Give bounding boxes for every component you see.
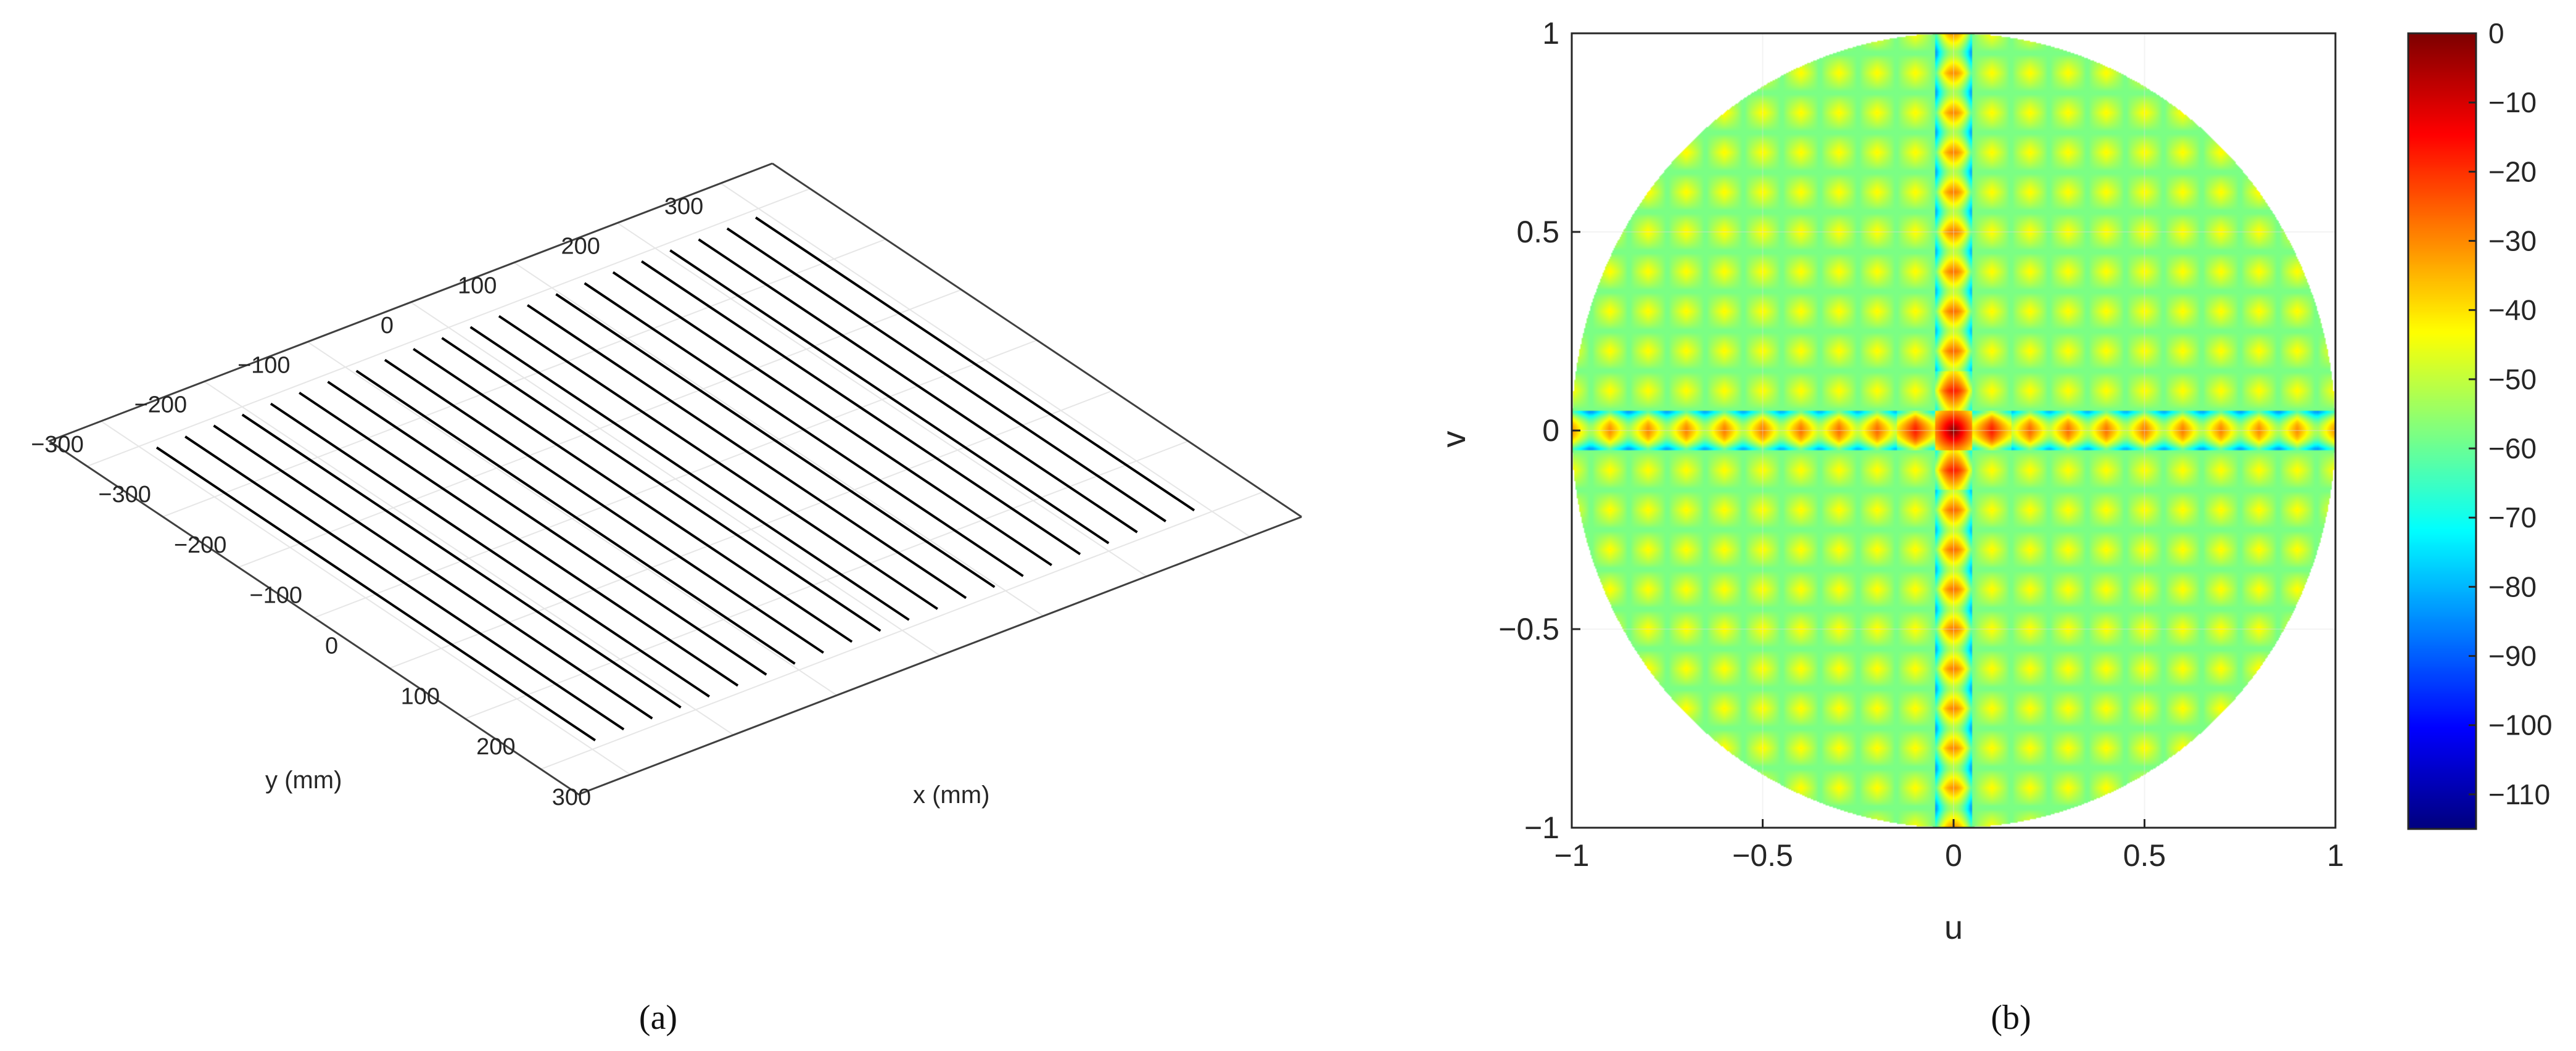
x-tick-label: 0	[325, 633, 338, 659]
colorbar-tick-label: −10	[2488, 86, 2537, 118]
element-line	[241, 413, 682, 709]
x-tick-label: 0	[1945, 838, 1962, 873]
x-tick-label: −300	[98, 482, 151, 508]
panel-b-heatmap-image	[1572, 33, 2335, 828]
colorbar-ticks: 0 −10 −20 −30 −40 −50 −60 −70 −80 −90 −100 −110	[2469, 17, 2553, 810]
element-line	[469, 326, 910, 621]
element-line	[441, 337, 881, 632]
grid-line-y	[513, 262, 1044, 617]
grid-line-y	[617, 222, 1147, 577]
x-tick-label: 0.5	[2123, 838, 2166, 873]
element-line	[299, 392, 739, 687]
grid-line-y	[204, 381, 734, 736]
panel-b-caption: (b)	[1991, 999, 2031, 1037]
panel-a-y-label: y (mm)	[265, 767, 342, 794]
element-line	[555, 293, 996, 588]
grid-line-y	[410, 302, 941, 656]
element-line	[698, 238, 1138, 534]
colorbar-tick-label: −40	[2488, 294, 2537, 326]
y-tick-label: 100	[458, 273, 497, 299]
panel-b-x-ticks: −1 −0.5 0 0.5 1	[1554, 819, 2344, 873]
element-line	[213, 424, 653, 720]
x-tick-label: −1	[1554, 838, 1589, 873]
y-tick-label: 200	[561, 233, 600, 259]
y-tick-label: −300	[31, 432, 84, 458]
panel-b-array-pattern: −1 −0.5 0 0.5 1 −1 −0.5 0 0.5 1 u v 0 −10 −20 −30 −4…	[1435, 16, 2553, 1037]
colorbar-tick-label: −70	[2488, 501, 2537, 534]
element-line	[498, 315, 938, 610]
y-tick-label: −100	[237, 352, 291, 378]
panel-a-y-ticks: −300 −200 −100 0 100 200 300	[31, 194, 703, 458]
colorbar-tick-label: −20	[2488, 155, 2537, 188]
element-line	[155, 446, 597, 741]
panel-a-element-lines	[155, 216, 1195, 741]
element-line	[726, 227, 1166, 522]
element-line	[355, 369, 796, 665]
y-tick-label: −0.5	[1498, 612, 1559, 646]
y-tick-label: 1	[1542, 16, 1559, 51]
x-tick-label: 300	[552, 785, 591, 810]
element-line	[669, 249, 1110, 545]
grid-line-y	[720, 183, 1250, 537]
panel-a-array-geometry: −300 −200 −100 0 100 200 300 −300 −200 −100 0 100 2…	[31, 162, 1302, 1037]
panel-b-x-label: u	[1944, 909, 1963, 946]
grid-line-y	[101, 421, 631, 775]
element-line	[612, 271, 1052, 566]
panel-a-plane-outline	[47, 162, 1302, 796]
colorbar-tick-label: −50	[2488, 363, 2537, 395]
x-tick-label: −0.5	[1732, 838, 1793, 873]
element-line	[327, 381, 767, 676]
y-tick-label: 0.5	[1516, 215, 1559, 249]
panel-b-y-ticks: −1 −0.5 0 0.5 1	[1498, 16, 1580, 845]
element-line	[641, 260, 1081, 556]
element-line	[527, 304, 967, 600]
x-tick-label: −200	[174, 532, 227, 558]
colorbar-tick-label: −80	[2488, 571, 2537, 603]
y-tick-label: −1	[1524, 810, 1559, 845]
y-tick-label: 0	[1542, 413, 1559, 448]
element-line	[384, 358, 824, 654]
panel-a-grid	[86, 183, 1265, 775]
colorbar-tick-label: 0	[2488, 17, 2504, 49]
element-line	[184, 435, 625, 731]
panel-a-caption: (a)	[639, 999, 677, 1037]
element-line	[270, 402, 710, 698]
panel-a-x-ticks: −300 −200 −100 0 100 200 300	[98, 482, 591, 810]
colorbar-frame	[2407, 32, 2477, 830]
colorbar-tick-label: −30	[2488, 225, 2537, 257]
x-tick-label: 200	[476, 734, 515, 760]
y-tick-label: −200	[134, 392, 188, 418]
colorbar-tick-label: −110	[2488, 778, 2550, 810]
colorbar-gradient	[2408, 33, 2476, 829]
colorbar-tick-label: −90	[2488, 640, 2537, 672]
colorbar-tick-label: −100	[2488, 709, 2553, 741]
panel-a-x-label: x (mm)	[913, 781, 989, 809]
element-line	[754, 216, 1195, 512]
y-tick-label: 0	[381, 313, 394, 339]
x-tick-label: −100	[249, 583, 302, 609]
axis-edges-front	[47, 162, 1302, 796]
y-tick-label: 300	[664, 194, 703, 220]
colorbar-tick-label: −60	[2488, 432, 2537, 464]
colorbar: 0 −10 −20 −30 −40 −50 −60 −70 −80 −90 −100 −110	[2407, 17, 2553, 830]
element-line	[584, 282, 1024, 577]
x-tick-label: 1	[2327, 838, 2344, 873]
panel-b-y-label: v	[1435, 431, 1472, 448]
x-tick-label: 100	[401, 683, 440, 709]
grid-line-y	[307, 341, 838, 696]
axis-edge-back	[772, 162, 1302, 518]
element-line	[413, 348, 853, 643]
